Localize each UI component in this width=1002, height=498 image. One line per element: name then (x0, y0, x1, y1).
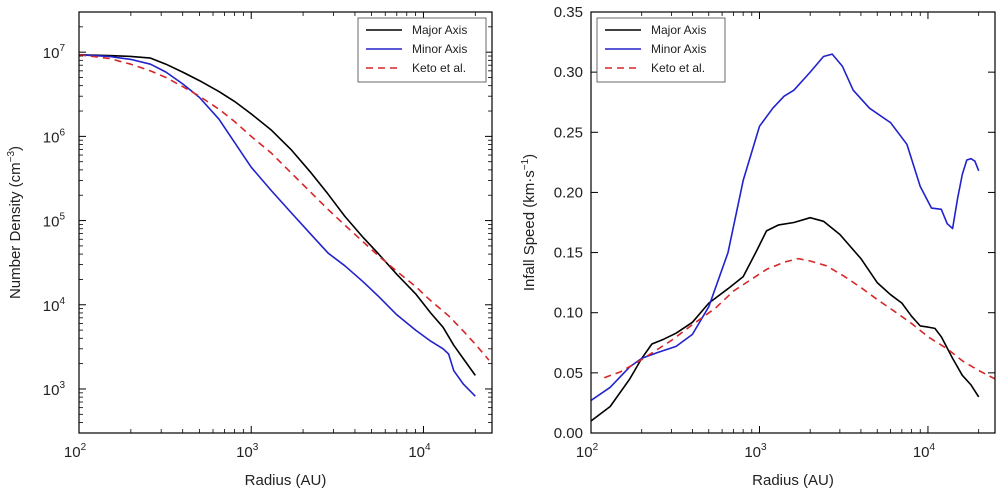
panel-infall-speed: 102 103 1040.000.050.100.150.200.250.300.3… (520, 4, 996, 489)
x-tick-label-base: 10 (64, 444, 81, 461)
y-tick-label-exp: 3 (59, 380, 65, 391)
y-tick-label: 0.10 (554, 305, 583, 322)
y-tick-label: 0.15 (554, 245, 583, 262)
x-tick-label: 102 (64, 442, 87, 461)
legend: Major Axis Minor Axis Keto et al. (596, 17, 726, 83)
y-tick-label: 105 (43, 212, 66, 231)
y-tick-label: 0.35 (554, 4, 583, 21)
y-axis-label: Infall Speed (km·s−1) (520, 154, 538, 291)
plot-frame (590, 11, 996, 434)
x-tick-label-exp: 4 (425, 442, 431, 453)
legend-label: Minor Axis (651, 42, 706, 56)
y-axis-label-sup: −1 (520, 158, 531, 170)
x-tick-label: 104 (408, 442, 431, 461)
x-axis-label: Radius (AU) (245, 472, 327, 489)
plot-frame (78, 11, 493, 434)
x-tick-label-base: 10 (408, 444, 425, 461)
y-tick-label: 0.05 (554, 365, 583, 382)
legend-label: Major Axis (412, 23, 467, 37)
series-line-keto-et-al (604, 257, 995, 380)
series-line-minor-axis (591, 53, 980, 402)
x-tick-label: 103 (236, 442, 259, 461)
x-axis-label: Radius (AU) (752, 472, 834, 489)
x-tick-label-base: 10 (236, 444, 253, 461)
y-tick-label: 107 (43, 43, 66, 62)
legend-box (357, 17, 487, 83)
y-tick-label-base: 10 (43, 214, 60, 231)
x-tick-label-base: 10 (913, 444, 930, 461)
legend-label: Keto et al. (412, 61, 466, 75)
y-tick-label-exp: 6 (59, 127, 65, 138)
y-axis-label-end: ) (521, 154, 538, 159)
legend: Major Axis Minor Axis Keto et al. (357, 17, 487, 83)
x-tick-label: 102 (576, 442, 599, 461)
y-axis-label-text: Infall Speed (km·s (521, 170, 538, 291)
y-tick-label-exp: 4 (59, 296, 65, 307)
y-tick-label-base: 10 (43, 298, 60, 315)
x-tick-label-base: 10 (744, 444, 761, 461)
y-tick-label: 0.25 (554, 124, 583, 141)
series-line-minor-axis (79, 54, 476, 397)
legend-label: Keto et al. (651, 61, 705, 75)
y-axis-label: Number Density (cm−3) (6, 146, 24, 299)
series-line-keto-et-al (79, 54, 490, 361)
legend-box (596, 17, 726, 83)
y-tick-label: 0.30 (554, 64, 583, 81)
series-line-major-axis (591, 216, 980, 422)
y-tick-label: 0.20 (554, 184, 583, 201)
x-tick-label-exp: 2 (593, 442, 599, 453)
x-tick-label-exp: 4 (930, 442, 936, 453)
legend-label: Major Axis (651, 23, 706, 37)
x-tick-label: 103 (744, 442, 767, 461)
x-tick-label-exp: 2 (81, 442, 87, 453)
y-axis-label-end: ) (7, 146, 24, 151)
y-tick-label-base: 10 (43, 129, 60, 146)
x-tick-label-base: 10 (576, 444, 593, 461)
y-tick-label-base: 10 (43, 382, 60, 399)
y-axis-label-text: Number Density (cm (7, 162, 24, 299)
y-tick-label-exp: 7 (59, 43, 65, 54)
x-tick-label-exp: 3 (761, 442, 767, 453)
x-tick-label: 104 (913, 442, 936, 461)
y-tick-label-exp: 5 (59, 212, 65, 223)
series-line-major-axis (79, 54, 476, 376)
y-tick-label: 106 (43, 127, 66, 146)
y-tick-label-base: 10 (43, 45, 60, 62)
y-tick-label: 0.00 (554, 425, 583, 442)
y-tick-label: 103 (43, 380, 66, 399)
y-axis-label-sup: −3 (6, 151, 17, 163)
y-tick-label: 104 (43, 296, 66, 315)
legend-label: Minor Axis (412, 42, 467, 56)
x-tick-label-exp: 3 (253, 442, 259, 453)
